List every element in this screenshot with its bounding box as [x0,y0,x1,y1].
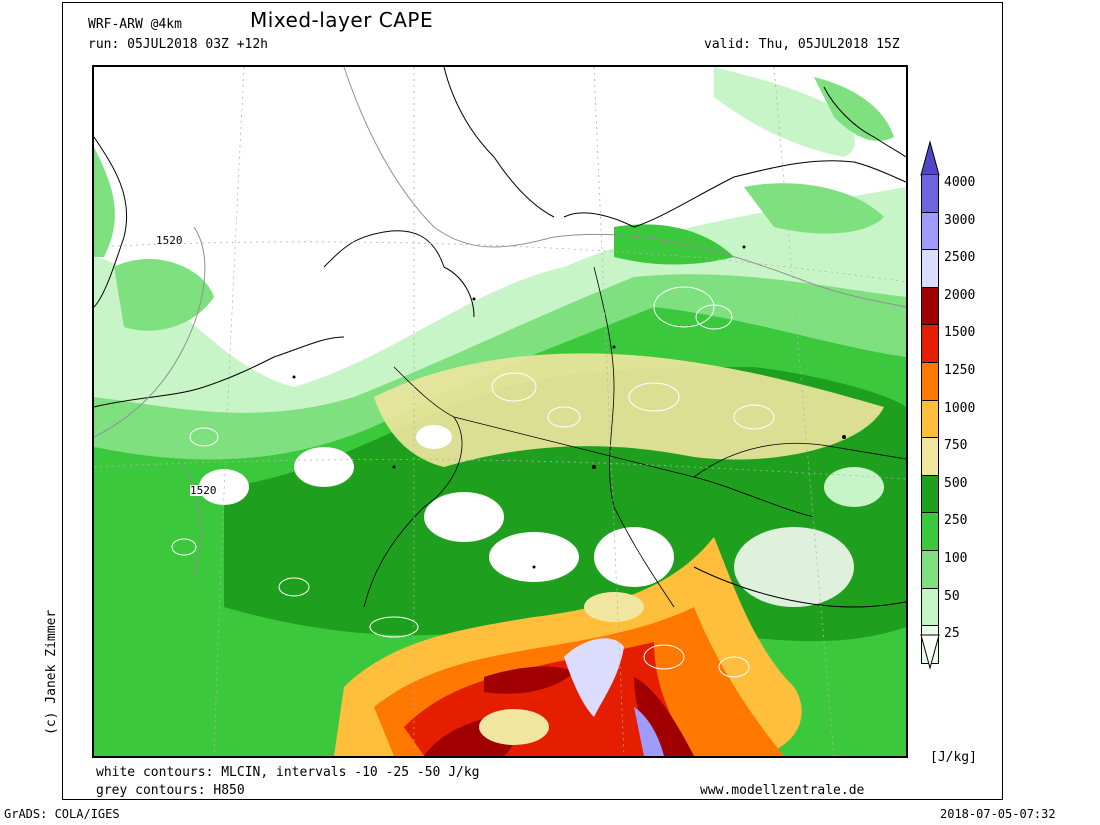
colorbar-label-3000: 3000 [944,212,976,228]
colorbar-swatch-250 [921,513,939,551]
colorbar-label-1500: 1500 [944,325,976,341]
colorbar-unit: [J/kg] [930,750,977,765]
colorbar-swatch-1500 [921,325,939,363]
colorbar-label-100: 100 [944,551,968,566]
figure-frame [62,2,1003,800]
website-label: www.modellzentrale.de [700,783,865,798]
colorbar-swatch-100 [921,551,939,589]
footer-mlcin-note: white contours: MLCIN, intervals -10 -25… [96,765,480,780]
colorbar-label-50: 50 [944,588,960,604]
map-canvas [94,67,906,756]
colorbar-swatch-500 [921,475,939,514]
colorbar-swatch-50 [921,588,939,627]
colorbar-label-4000: 4000 [944,175,976,190]
colorbar-label-2000: 2000 [944,287,976,303]
timestamp-label: 2018-07-05-07:32 [940,807,1056,821]
colorbar-label-1000: 1000 [944,400,976,416]
colorbar-label-750: 750 [944,438,968,454]
colorbar-label-1250: 1250 [944,363,976,378]
contour-label-2: 1520 [190,484,217,497]
colorbar-label-2500: 2500 [944,250,976,266]
colorbar-swatch-2500 [921,250,939,288]
colorbar-swatch-2000 [921,287,939,326]
colorbar-label-25: 25 [944,626,960,642]
chart-title: Mixed-layer CAPE [250,8,434,32]
colorbar-label-500: 500 [944,475,968,491]
colorbar-label-250: 250 [944,513,968,529]
cape-map: 1520 1520 [92,65,908,758]
colorbar-bottom-arrow [920,634,940,670]
grads-label: GrADS: COLA/IGES [4,807,120,821]
run-label: run: 05JUL2018 03Z +12h [88,37,269,52]
colorbar-swatch-4000 [921,175,939,213]
credit-label: (c) Janek Zimmer [44,609,59,735]
valid-label: valid: Thu, 05JUL2018 15Z [704,37,900,52]
footer-h850-note: grey contours: H850 [96,783,245,798]
colorbar-swatch-750 [921,438,939,476]
contour-label-1: 1520 [156,234,183,247]
colorbar-swatch-1000 [921,400,939,439]
colorbar-swatch-3000 [921,212,939,251]
colorbar-swatch-1250 [921,363,939,401]
colorbar-top-arrow [920,140,940,176]
model-label: WRF-ARW @4km [88,17,182,32]
